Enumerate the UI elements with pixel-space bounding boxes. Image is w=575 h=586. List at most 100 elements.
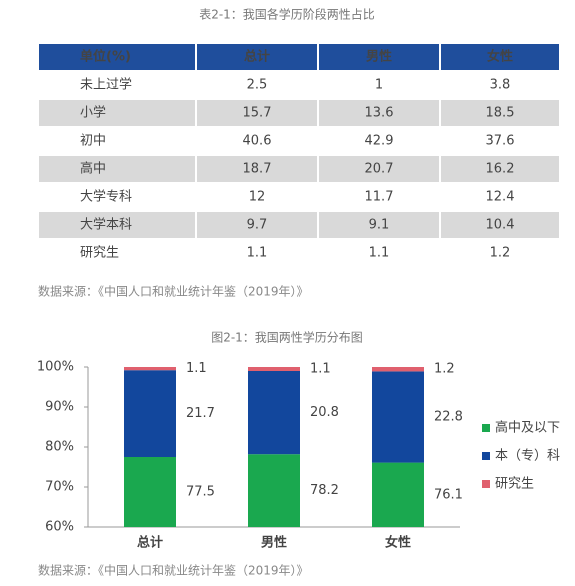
legend-swatch	[482, 424, 490, 432]
table-cell	[319, 128, 439, 154]
header-cell	[39, 44, 195, 70]
table-cell	[197, 72, 317, 98]
y-tick-label: 70%	[45, 480, 74, 495]
y-tick-label: 90%	[45, 400, 74, 415]
cell-text: 40.6	[243, 134, 272, 149]
legend-label: 本（专）科	[495, 449, 560, 464]
table-cell	[39, 240, 195, 266]
table-cell	[441, 100, 559, 126]
legend-label: 高中及以下	[495, 420, 560, 436]
header-text: 女性	[487, 49, 513, 65]
table-cell	[319, 240, 439, 266]
cell-text: 大学专科	[80, 189, 132, 205]
table-cell	[319, 156, 439, 182]
cell-text: 高中	[80, 161, 106, 177]
value-label: 20.8	[310, 405, 339, 420]
table-source: 数据来源：《中国人口和就业统计年鉴（2019年）》	[38, 284, 309, 299]
table-cell	[197, 240, 317, 266]
value-label: 77.5	[186, 485, 215, 500]
table-cell	[39, 184, 195, 210]
cell-text: 37.6	[486, 134, 515, 149]
cell-text: 15.7	[243, 106, 272, 121]
value-label: 1.1	[310, 362, 331, 377]
y-tick-label: 80%	[45, 440, 74, 455]
cell-text: 1.2	[490, 246, 511, 261]
table-cell	[441, 212, 559, 238]
bar-segment	[372, 462, 424, 527]
table-cell	[39, 156, 195, 182]
legend-swatch	[482, 452, 490, 460]
y-tick-label: 100%	[37, 360, 74, 375]
cell-text: 16.2	[486, 162, 515, 177]
value-label: 1.2	[434, 362, 455, 377]
table-cell	[441, 156, 559, 182]
cell-text: 42.9	[365, 134, 394, 149]
cell-text: 10.4	[486, 218, 515, 233]
cell-text: 小学	[80, 105, 106, 121]
table-cell	[441, 184, 559, 210]
cell-text: 18.7	[243, 162, 272, 177]
table-cell	[441, 128, 559, 154]
cell-text: 9.7	[247, 218, 268, 233]
table-cell	[441, 240, 559, 266]
cell-text: 12.4	[486, 190, 515, 205]
cell-text: 20.7	[365, 162, 394, 177]
cell-text: 初中	[80, 134, 106, 149]
header-cell	[441, 44, 559, 70]
chart-title: 图2-1：我国两性学历分布图	[211, 330, 363, 345]
x-tick-label: 总计	[137, 535, 163, 551]
header-text: 总计	[244, 49, 270, 65]
table-cell	[319, 184, 439, 210]
value-label: 76.1	[434, 487, 463, 502]
cell-text: 1.1	[369, 246, 390, 261]
value-label: 21.7	[186, 406, 215, 421]
header-cell	[319, 44, 439, 70]
bar-segment	[248, 367, 300, 371]
cell-text: 13.6	[365, 106, 394, 121]
table-cell	[197, 184, 317, 210]
table-cell	[441, 72, 559, 98]
table-cell	[39, 100, 195, 126]
table-cell	[197, 156, 317, 182]
cell-text: 12	[249, 190, 266, 205]
x-tick-label: 男性	[261, 535, 287, 551]
x-tick-label: 女性	[385, 535, 411, 551]
table-title: 表2-1：我国各学历阶段两性占比	[199, 7, 375, 22]
bar-segment	[248, 371, 300, 455]
header-text: 男性	[366, 49, 392, 65]
bar-segment	[372, 371, 424, 463]
table-cell	[197, 128, 317, 154]
value-label: 78.2	[310, 483, 339, 498]
legend-swatch	[482, 480, 490, 488]
table-cell	[197, 212, 317, 238]
cell-text: 研究生	[80, 246, 119, 261]
cell-text: 1.1	[247, 246, 268, 261]
table-cell	[319, 72, 439, 98]
cell-text: 2.5	[247, 78, 268, 93]
cell-text: 1	[375, 78, 383, 93]
table-cell	[319, 212, 439, 238]
cell-text: 3.8	[490, 78, 511, 93]
value-label: 1.1	[186, 361, 207, 376]
cell-text: 未上过学	[80, 77, 132, 93]
table-cell	[39, 212, 195, 238]
bar-segment	[124, 457, 176, 527]
header-text: 单位(%)	[80, 49, 131, 65]
bar-segment	[372, 367, 424, 372]
header-cell	[197, 44, 317, 70]
legend-label: 研究生	[495, 477, 534, 492]
cell-text: 11.7	[365, 190, 394, 205]
bar-segment	[124, 370, 176, 457]
value-label: 22.8	[434, 410, 463, 425]
table-cell	[39, 72, 195, 98]
table-cell	[319, 100, 439, 126]
chart-source: 数据来源：《中国人口和就业统计年鉴（2019年）》	[38, 563, 309, 578]
table-cell	[197, 100, 317, 126]
bar-segment	[124, 367, 176, 371]
cell-text: 9.1	[369, 218, 390, 233]
cell-text: 18.5	[486, 106, 515, 121]
y-tick-label: 60%	[45, 520, 74, 535]
table-cell	[39, 128, 195, 154]
